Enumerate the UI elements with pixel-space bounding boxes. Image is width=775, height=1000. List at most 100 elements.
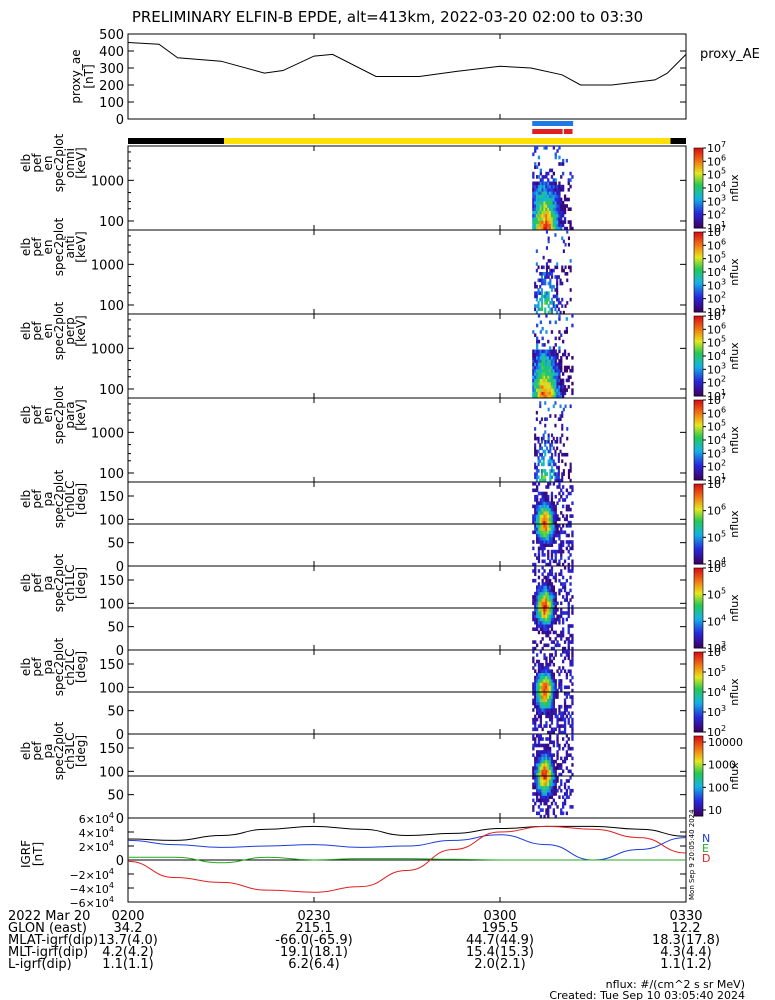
heatmap-cell [552, 501, 555, 505]
heatmap-cell [552, 378, 555, 383]
heatmap-cell [554, 604, 557, 609]
heatmap-cell [534, 769, 537, 774]
heatmap-cell [543, 708, 546, 712]
heatmap-cell [550, 611, 554, 615]
heatmap-cell [540, 440, 543, 444]
heatmap-cell [541, 630, 544, 635]
heatmap-cell [537, 514, 541, 518]
heatmap-cell [549, 259, 552, 263]
colorbar-segment [694, 282, 703, 285]
heatmap-cell [562, 388, 565, 392]
heatmap-cell [543, 498, 546, 502]
heatmap-cell [549, 714, 552, 719]
heatmap-cell [549, 352, 552, 357]
heatmap-cell [562, 213, 565, 218]
heatmap-cell [550, 181, 554, 186]
y-axis-label: proxy_ae [69, 49, 83, 103]
heatmap-cell [534, 620, 537, 625]
heatmap-cell [552, 704, 555, 709]
heatmap-cell [556, 388, 559, 392]
heatmap-cell [543, 759, 546, 764]
heatmap-cell [534, 627, 537, 631]
heatmap-cell [556, 533, 559, 538]
heatmap-cell [543, 197, 546, 202]
heatmap-cell [554, 556, 557, 560]
heatmap-cell [547, 220, 550, 224]
heatmap-cell [571, 365, 574, 370]
heatmap-cell [557, 301, 560, 305]
heatmap-cell [545, 362, 548, 367]
heatmap-cell [547, 753, 550, 757]
heatmap-cell [537, 440, 540, 444]
heatmap-cell [542, 265, 545, 270]
heatmap-cell [541, 620, 544, 625]
heatmap-cell [569, 724, 572, 728]
heatmap-cell [534, 759, 537, 764]
heatmap-cell [554, 188, 557, 192]
heatmap-cell [550, 591, 554, 596]
heatmap-cell [532, 701, 535, 706]
heatmap-cell [539, 356, 542, 360]
heatmap-cell [534, 792, 537, 796]
heatmap-cell [549, 585, 552, 589]
heatmap-cell [540, 417, 543, 421]
heatmap-cell [549, 533, 552, 538]
heatmap-cell [541, 184, 544, 189]
heatmap-cell [541, 527, 544, 531]
heatmap-cell [567, 614, 570, 619]
heatmap-cell [556, 743, 559, 748]
y-axis-label: en [41, 156, 55, 171]
heatmap-cell [534, 391, 537, 396]
heatmap-cell [571, 734, 574, 738]
heatmap-cell [532, 650, 535, 654]
heatmap-cell [556, 362, 559, 367]
colorbar-segment [694, 636, 703, 639]
heatmap-cell [547, 433, 550, 438]
heatmap-cell [569, 546, 572, 551]
heatmap-cell [552, 530, 555, 535]
heatmap-cell [535, 472, 538, 476]
heatmap-cell [550, 698, 554, 703]
heatmap-cell [534, 569, 537, 573]
heatmap-cell [547, 272, 550, 276]
heatmap-cell [534, 669, 537, 673]
heatmap-cell [537, 679, 541, 683]
heatmap-cell [559, 449, 562, 454]
colorbar-tick-label: 105 [707, 587, 726, 602]
y-axis-label: [deg] [74, 651, 88, 683]
heatmap-cell [537, 695, 541, 699]
heatmap-cell [547, 375, 550, 379]
heatmap-cell [549, 362, 552, 367]
heatmap-cell [545, 217, 548, 221]
heatmap-cell [571, 675, 574, 680]
heatmap-cell [551, 288, 554, 292]
heatmap-cell [536, 788, 539, 793]
heatmap-cell [562, 200, 565, 205]
heatmap-cell [569, 220, 572, 224]
heatmap-cell [558, 685, 561, 690]
heatmap-cell [539, 501, 542, 505]
heatmap-cell [567, 704, 570, 709]
colorbar-segment [694, 744, 703, 747]
heatmap-cell [543, 772, 546, 777]
footer-row-label: L-igrf(dip) [8, 957, 72, 972]
heatmap-cell [532, 617, 535, 622]
heatmap-cell [556, 304, 559, 308]
heatmap-cell [552, 776, 555, 780]
heatmap-cell [547, 776, 550, 780]
colorbar-segment [694, 554, 703, 557]
heatmap-cell [557, 417, 560, 421]
heatmap-cell [554, 265, 557, 270]
colorbar-segment [694, 458, 703, 461]
heatmap-cell [569, 223, 572, 228]
footer-cell: 0300 [483, 909, 516, 924]
footer-cell: 0230 [297, 909, 330, 924]
heatmap-cell [554, 226, 557, 231]
heatmap-cell [534, 614, 537, 619]
heatmap-cell [534, 149, 537, 153]
colorbar-label-text: nflux [728, 762, 741, 790]
heatmap-cell [545, 708, 548, 712]
heatmap-cell [552, 352, 555, 357]
colorbar-segment [694, 798, 703, 801]
heatmap-cell [569, 520, 572, 525]
